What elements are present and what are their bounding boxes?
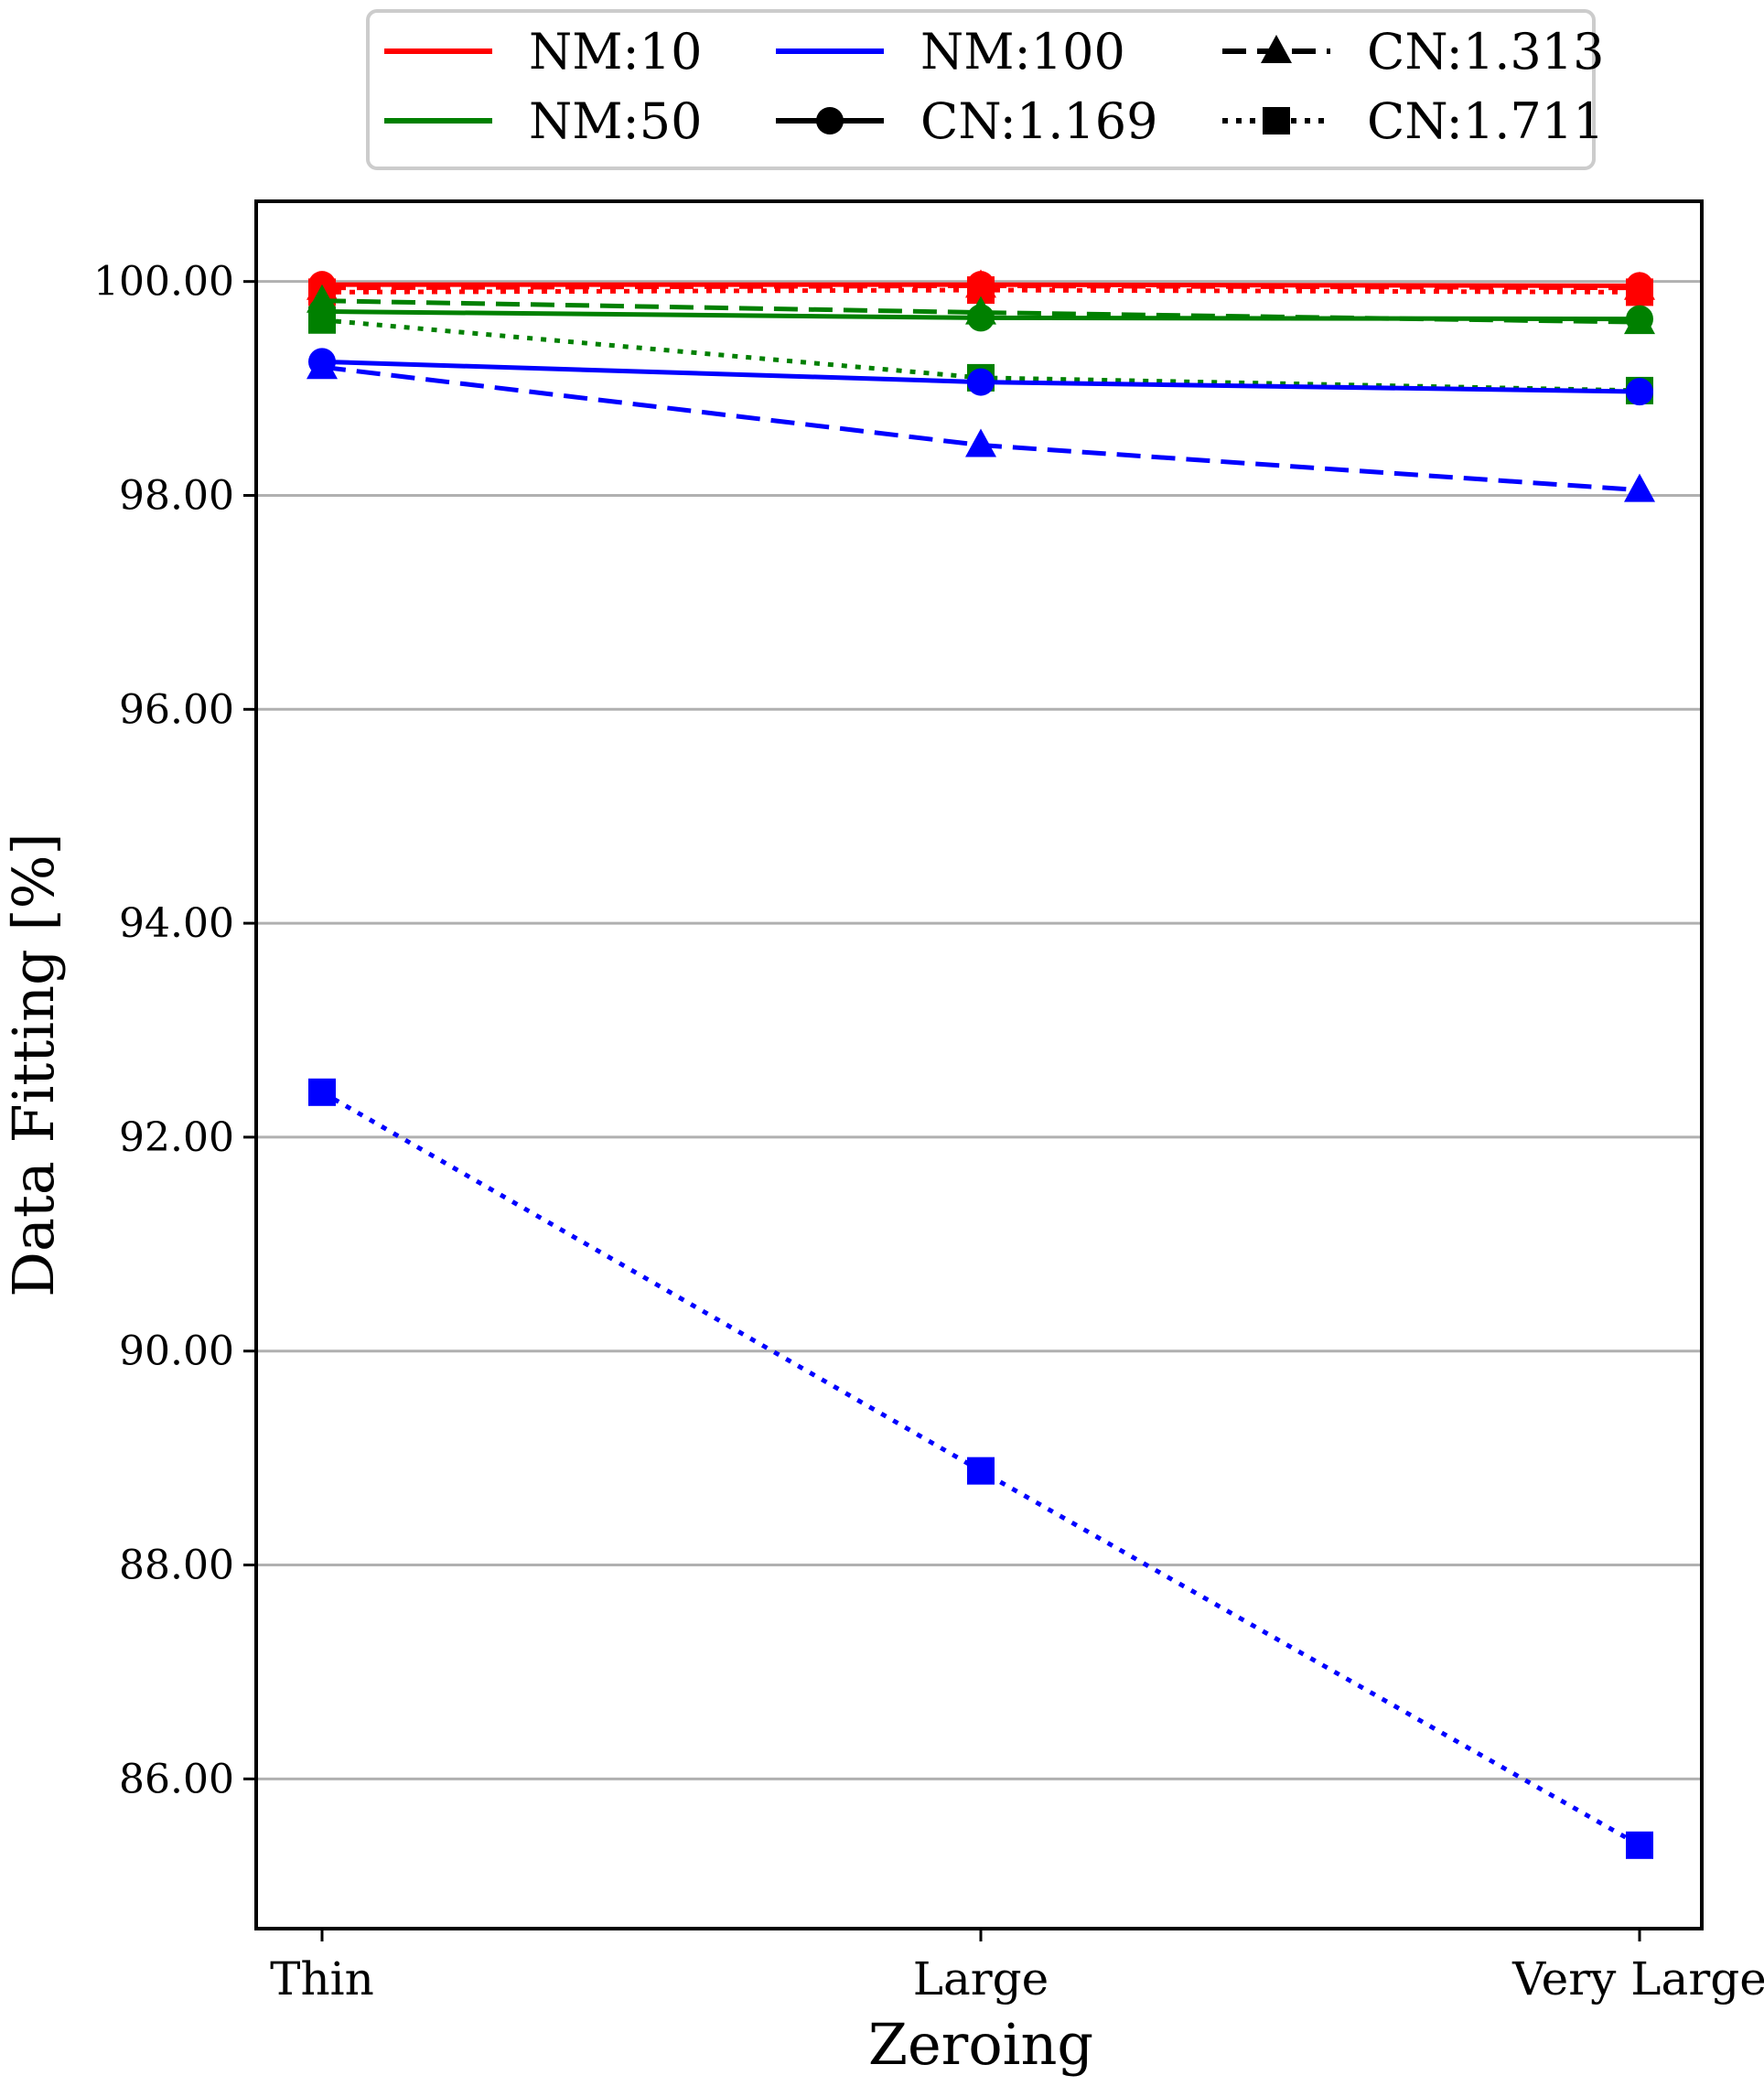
legend-item: CN:1.711	[1222, 92, 1604, 150]
x-tick-label: Very Large	[1511, 1952, 1764, 2005]
legend-label: NM:10	[529, 23, 702, 81]
data-point	[1626, 1831, 1653, 1859]
y-axis-title: Data Fitting [%]	[0, 833, 67, 1296]
data-point	[1626, 272, 1653, 300]
legend: NM:10 NM:50 NM:100 CN:1.169 CN:1.313 CN:1.711	[366, 9, 1604, 170]
legend-item: NM:50	[384, 92, 702, 150]
data-point	[967, 1457, 995, 1485]
x-axis: Thin Large Very Large	[270, 1929, 1764, 2005]
legend-marker	[1263, 107, 1290, 134]
y-tick-label: 92.00	[119, 1114, 234, 1161]
data-point	[967, 271, 995, 299]
legend-label: CN:1.711	[1367, 92, 1604, 150]
data-point	[1626, 378, 1653, 406]
data-point	[967, 368, 995, 396]
x-tick-label: Large	[913, 1952, 1049, 2005]
legend-item: NM:100	[776, 23, 1125, 81]
x-axis-title: Zeroing	[868, 2011, 1093, 2078]
data-point	[308, 297, 336, 326]
series	[308, 271, 1653, 300]
y-tick-label: 100.00	[93, 259, 234, 306]
data-point	[308, 348, 336, 376]
legend-marker	[1261, 35, 1292, 63]
legend-item: CN:1.313	[1222, 23, 1604, 81]
y-tick-label: 94.00	[119, 900, 234, 947]
data-point	[1624, 473, 1655, 502]
plot-frame	[254, 199, 1704, 1930]
data-point	[1626, 305, 1653, 333]
y-tick-label: 90.00	[119, 1328, 234, 1375]
legend-item: CN:1.169	[776, 92, 1157, 150]
y-tick-label: 96.00	[119, 686, 234, 733]
data-point	[965, 428, 996, 457]
y-tick-label: 88.00	[119, 1543, 234, 1589]
legend-label: CN:1.313	[1367, 23, 1604, 81]
y-tick-label: 98.00	[119, 472, 234, 519]
legend-label: NM:100	[920, 23, 1125, 81]
legend-label: CN:1.169	[920, 92, 1157, 150]
y-tick-label: 86.00	[119, 1756, 234, 1802]
series-layer	[307, 269, 1655, 1859]
data-point	[308, 1078, 336, 1106]
gridlines	[256, 280, 1702, 1780]
series	[308, 348, 1653, 406]
legend-label: NM:50	[529, 92, 702, 150]
y-axis: 86.00 88.00 90.00 92.00 94.00 96.00 98.00 100.0…	[93, 259, 256, 1802]
x-tick-label: Thin	[270, 1952, 374, 2005]
legend-item: NM:10	[384, 23, 702, 81]
legend-marker	[816, 107, 844, 134]
series	[308, 297, 1653, 333]
series	[308, 1078, 1653, 1859]
data-point	[967, 304, 995, 332]
